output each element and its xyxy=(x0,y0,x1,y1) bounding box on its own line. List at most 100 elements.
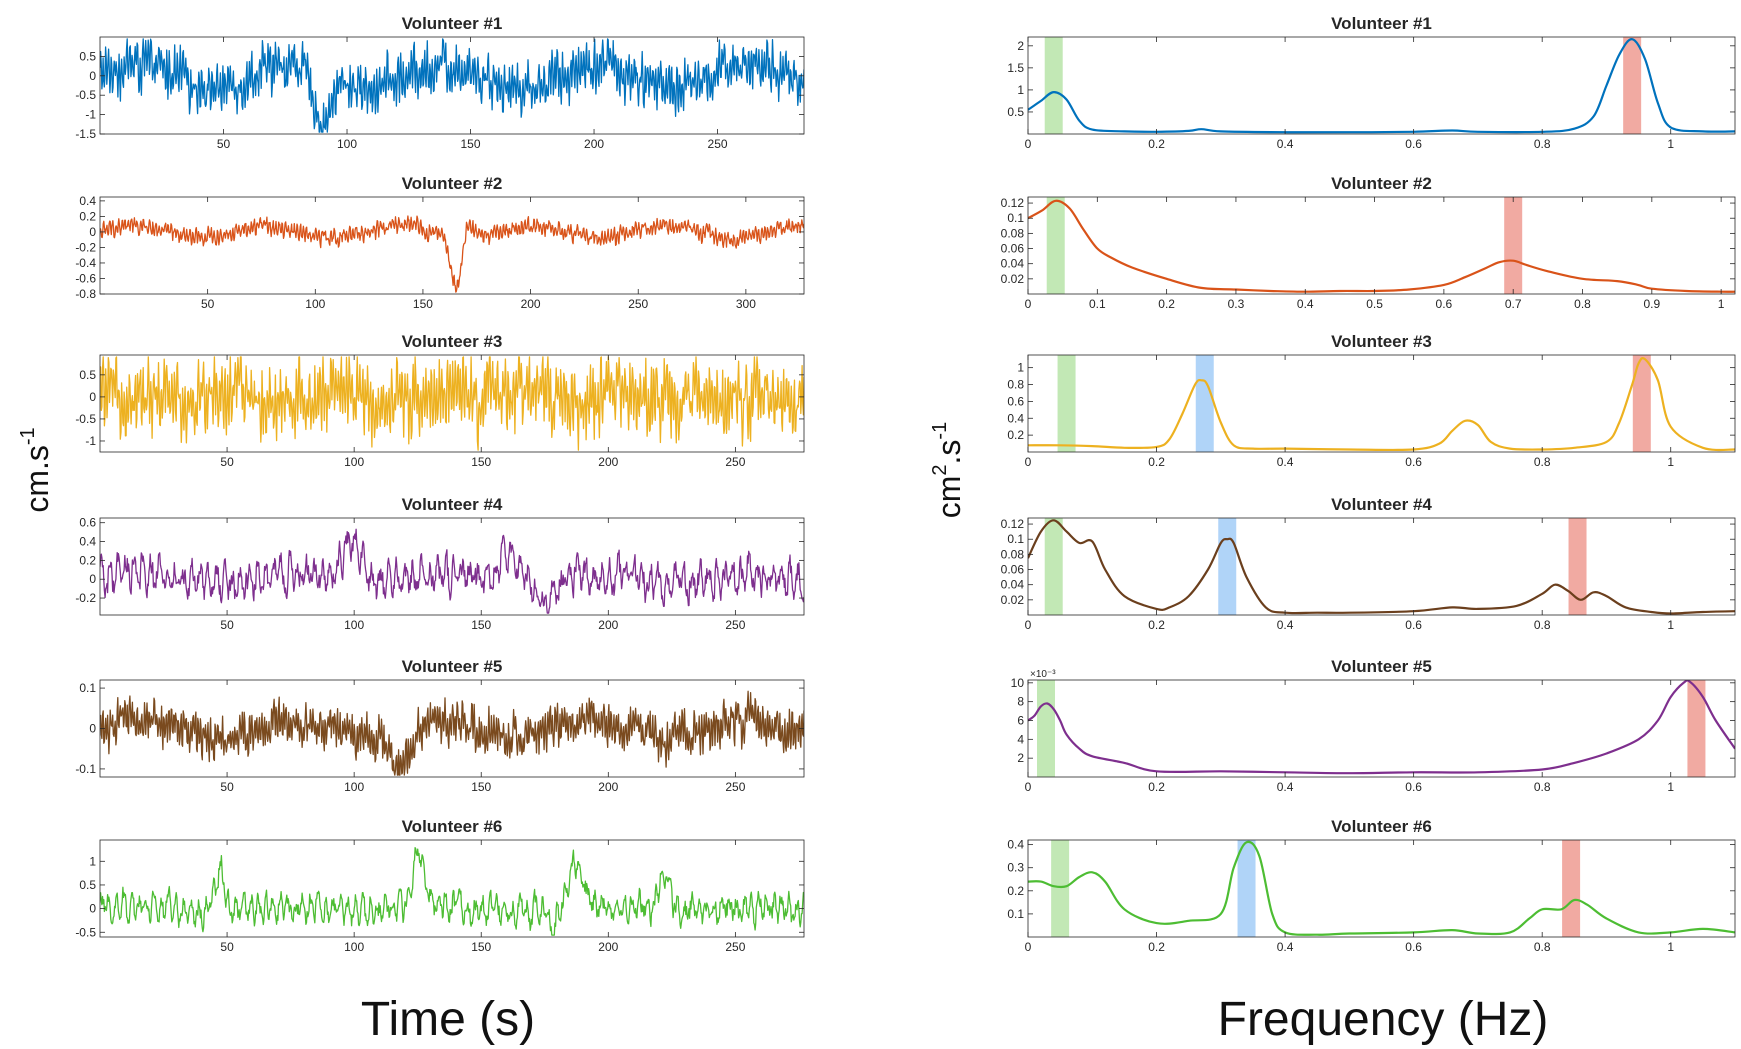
x-tick-label: 50 xyxy=(217,137,231,151)
x-tick-label: 1 xyxy=(1667,780,1674,794)
series-line xyxy=(100,847,804,936)
x-tick-label: 200 xyxy=(521,297,541,311)
x-tick-label: 0 xyxy=(1025,137,1032,151)
time-y-label-exponent: -1 xyxy=(17,427,39,445)
x-tick-label: 0.5 xyxy=(1366,297,1383,311)
y-tick-label: 0.5 xyxy=(79,368,96,382)
x-tick-label: 100 xyxy=(344,780,364,794)
y-tick-label: -1 xyxy=(85,434,96,448)
y-tick-label: 0.6 xyxy=(79,516,96,530)
x-tick-label: 100 xyxy=(305,297,325,311)
x-tick-label: 0.2 xyxy=(1158,297,1175,311)
x-tick-label: 0.4 xyxy=(1277,455,1294,469)
x-tick-label: 100 xyxy=(344,455,364,469)
y-tick-label: -0.6 xyxy=(75,271,96,285)
x-tick-label: 100 xyxy=(344,618,364,632)
y-tick-label: 0.06 xyxy=(1001,563,1025,577)
y-tick-label: 2 xyxy=(1017,751,1024,765)
x-tick-label: 200 xyxy=(584,137,604,151)
x-tick-label: 50 xyxy=(220,940,234,954)
panel-title: Volunteer #5 xyxy=(1331,657,1432,676)
x-tick-label: 100 xyxy=(337,137,357,151)
freq-y-label-base2: .s xyxy=(931,440,967,465)
x-tick-label: 200 xyxy=(598,940,618,954)
x-tick-label: 100 xyxy=(344,940,364,954)
y-tick-label: 0.2 xyxy=(1007,428,1024,442)
x-tick-label: 1 xyxy=(1667,455,1674,469)
y-tick-label: 0.5 xyxy=(79,49,96,63)
series-line xyxy=(1028,840,1735,936)
x-tick-label: 0.2 xyxy=(1148,940,1165,954)
x-tick-label: 0.7 xyxy=(1505,297,1522,311)
band-green xyxy=(1046,197,1065,294)
x-tick-label: 0.8 xyxy=(1574,297,1591,311)
axes-box xyxy=(1027,839,1736,938)
y-tick-label: 0 xyxy=(89,902,96,916)
y-tick-label: 0.1 xyxy=(79,681,96,695)
x-tick-label: 150 xyxy=(461,137,481,151)
y-tick-label: 0.6 xyxy=(1007,394,1024,408)
x-tick-label: 0.6 xyxy=(1405,455,1422,469)
y-tick-label: 0.02 xyxy=(1001,272,1025,286)
y-tick-label: 0.4 xyxy=(1007,838,1024,852)
x-tick-label: 0.6 xyxy=(1405,940,1422,954)
series-line xyxy=(1028,356,1735,452)
x-tick-label: 0.8 xyxy=(1534,780,1551,794)
spectrum-panel-2: 0 0.1 0.2 0.3 0.4 0.5 0.6 0.7 0.8 0.9 10.020.040.0… xyxy=(1001,174,1736,311)
x-tick-label: 300 xyxy=(736,297,756,311)
axes-box xyxy=(1027,196,1736,295)
x-tick-label: 0.3 xyxy=(1228,297,1245,311)
x-tick-label: 0.8 xyxy=(1534,137,1551,151)
band-blue xyxy=(1195,355,1214,452)
time-axis-label: Time (s) xyxy=(361,993,535,1046)
y-tick-label: 0.1 xyxy=(1007,907,1024,921)
x-tick-label: 0.4 xyxy=(1277,137,1294,151)
time-panel-5: 50 100 150 200 250 -0.1 0 0.1 Volunteer #5 xyxy=(75,657,805,794)
svg-text:cm.s-1: cm.s-1 xyxy=(17,427,55,512)
x-tick-label: 0.9 xyxy=(1643,297,1660,311)
series-line xyxy=(100,215,804,293)
axes-box xyxy=(99,839,805,938)
x-tick-label: 250 xyxy=(725,780,745,794)
time-panel-3: 50 100 150 200 250 -1 -0.5 0 0.5 Volunteer #3 xyxy=(75,332,805,469)
x-tick-label: 0.4 xyxy=(1277,940,1294,954)
y-tick-label: -0.5 xyxy=(75,925,96,939)
y-tick-label: -0.2 xyxy=(75,240,96,254)
x-tick-label: 50 xyxy=(220,618,234,632)
series-line xyxy=(100,356,804,451)
x-tick-label: 200 xyxy=(598,780,618,794)
series-line xyxy=(1028,199,1735,293)
panel-title: Volunteer #2 xyxy=(1331,174,1432,193)
y-tick-label: 0.04 xyxy=(1001,578,1025,592)
axes-box xyxy=(99,36,805,135)
band-green xyxy=(1044,518,1063,615)
time-panel-2: 50 100 150 200 250 300 -0.8 -0.6-0.4 -0.20 0.20.4… xyxy=(75,174,805,311)
y-tick-label: 0.8 xyxy=(1007,378,1024,392)
x-tick-label: 0.1 xyxy=(1089,297,1106,311)
panel-title: Volunteer #4 xyxy=(402,495,503,514)
y-tick-label: 2 xyxy=(1017,39,1024,53)
band-red xyxy=(1562,840,1581,937)
x-tick-label: 0.2 xyxy=(1148,780,1165,794)
y-tick-label: 0.5 xyxy=(79,878,96,892)
x-tick-label: 0.8 xyxy=(1534,455,1551,469)
x-tick-label: 250 xyxy=(725,455,745,469)
y-tick-label: -1 xyxy=(85,108,96,122)
x-tick-label: 1 xyxy=(1667,618,1674,632)
time-panel-1: 50 100 150 200 250 -1.5 -1 -0.5 0 0.5 Volunteer #1 xyxy=(75,14,805,151)
x-tick-label: 0.2 xyxy=(1148,618,1165,632)
freq-y-label-base1: cm xyxy=(931,476,967,519)
spectrum-panel-5: 0 0.2 0.4 0.6 0.8 1 2 4 6 8 10 ×10⁻³ Volunteer #5 xyxy=(1011,657,1736,794)
y-tick-label: 0.4 xyxy=(1007,411,1024,425)
axes-box xyxy=(99,196,805,295)
x-tick-label: 200 xyxy=(598,455,618,469)
freq-y-label-exp2: -1 xyxy=(929,422,951,440)
panel-title: Volunteer #1 xyxy=(402,14,503,33)
x-tick-label: 0.6 xyxy=(1405,618,1422,632)
band-green xyxy=(1057,355,1076,452)
y-tick-label: 0.06 xyxy=(1001,242,1025,256)
x-tick-label: 0.2 xyxy=(1148,455,1165,469)
y-tick-label: -0.2 xyxy=(75,591,96,605)
